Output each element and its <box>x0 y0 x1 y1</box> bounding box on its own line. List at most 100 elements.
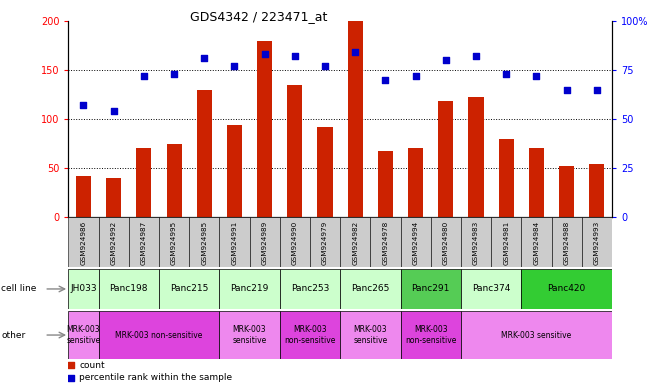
Text: GSM924994: GSM924994 <box>413 221 419 265</box>
Bar <box>280 217 310 267</box>
Bar <box>400 311 461 359</box>
Point <box>229 63 240 69</box>
Text: GSM924982: GSM924982 <box>352 221 358 265</box>
Bar <box>287 85 303 217</box>
Bar <box>129 217 159 267</box>
Text: GDS4342 / 223471_at: GDS4342 / 223471_at <box>190 10 327 23</box>
Text: GSM924987: GSM924987 <box>141 221 147 265</box>
Bar <box>68 217 98 267</box>
Text: GSM924979: GSM924979 <box>322 221 328 265</box>
Bar <box>219 269 280 309</box>
Text: GSM924992: GSM924992 <box>111 221 117 265</box>
Bar <box>318 127 333 217</box>
Bar <box>219 217 249 267</box>
Text: GSM924986: GSM924986 <box>81 221 87 265</box>
Bar <box>280 311 340 359</box>
Bar <box>68 311 98 359</box>
Bar <box>159 217 189 267</box>
Text: GSM924984: GSM924984 <box>533 221 540 265</box>
Bar <box>438 101 453 217</box>
Point <box>410 73 421 79</box>
Bar <box>249 217 280 267</box>
Text: GSM924978: GSM924978 <box>382 221 389 265</box>
Point <box>109 108 119 114</box>
Point <box>290 53 300 60</box>
Bar <box>280 269 340 309</box>
Text: percentile rank within the sample: percentile rank within the sample <box>79 373 232 382</box>
Text: Panc291: Panc291 <box>411 285 450 293</box>
Bar <box>491 217 521 267</box>
Point <box>531 73 542 79</box>
Text: GSM924991: GSM924991 <box>232 221 238 265</box>
Text: Panc420: Panc420 <box>547 285 586 293</box>
Bar <box>499 139 514 217</box>
Text: count: count <box>79 361 105 370</box>
Bar <box>98 217 129 267</box>
Text: GSM924993: GSM924993 <box>594 221 600 265</box>
Point <box>350 50 361 56</box>
Text: MRK-003
sensitive: MRK-003 sensitive <box>232 325 267 345</box>
Bar <box>370 217 400 267</box>
Point <box>320 63 330 69</box>
Point <box>139 73 149 79</box>
Bar <box>136 149 152 217</box>
Bar <box>408 149 423 217</box>
Text: GSM924995: GSM924995 <box>171 221 177 265</box>
Point <box>380 77 391 83</box>
Text: MRK-003 non-sensitive: MRK-003 non-sensitive <box>115 331 202 339</box>
Text: other: other <box>1 331 25 339</box>
Text: Panc253: Panc253 <box>291 285 329 293</box>
Point <box>592 87 602 93</box>
Bar <box>340 311 400 359</box>
Bar <box>582 217 612 267</box>
Bar <box>461 311 612 359</box>
Text: MRK-003
non-sensitive: MRK-003 non-sensitive <box>405 325 456 345</box>
Point <box>501 71 512 77</box>
Text: GSM924980: GSM924980 <box>443 221 449 265</box>
Text: MRK-003
sensitive: MRK-003 sensitive <box>66 325 101 345</box>
Bar <box>197 90 212 217</box>
Bar <box>68 269 98 309</box>
Bar <box>76 176 91 217</box>
Point <box>471 53 481 60</box>
Point <box>199 55 210 61</box>
Text: GSM924985: GSM924985 <box>201 221 207 265</box>
Bar <box>400 217 431 267</box>
Bar <box>98 269 159 309</box>
Point <box>224 216 234 222</box>
Bar <box>257 41 272 217</box>
Bar <box>340 269 400 309</box>
Text: Panc374: Panc374 <box>472 285 510 293</box>
Bar <box>227 125 242 217</box>
Bar <box>461 217 491 267</box>
Text: cell line: cell line <box>1 285 36 293</box>
Text: MRK-003
sensitive: MRK-003 sensitive <box>353 325 387 345</box>
Point <box>561 87 572 93</box>
Bar <box>431 217 461 267</box>
Bar <box>348 21 363 217</box>
Text: GSM924981: GSM924981 <box>503 221 509 265</box>
Bar <box>219 311 280 359</box>
Point <box>224 328 234 334</box>
Bar <box>521 217 551 267</box>
Point <box>169 71 179 77</box>
Text: GSM924983: GSM924983 <box>473 221 479 265</box>
Bar <box>521 269 612 309</box>
Point <box>260 51 270 58</box>
Text: JH033: JH033 <box>70 285 97 293</box>
Bar <box>159 269 219 309</box>
Point <box>78 102 89 108</box>
Point <box>441 57 451 63</box>
Bar <box>378 151 393 217</box>
Text: Panc198: Panc198 <box>109 285 148 293</box>
Bar <box>167 144 182 217</box>
Bar <box>340 217 370 267</box>
Bar <box>551 217 582 267</box>
Text: MRK-003
non-sensitive: MRK-003 non-sensitive <box>284 325 336 345</box>
Bar <box>106 178 121 217</box>
Text: GSM924988: GSM924988 <box>564 221 570 265</box>
Text: GSM924989: GSM924989 <box>262 221 268 265</box>
Bar <box>559 166 574 217</box>
Bar <box>98 311 219 359</box>
Bar <box>469 98 484 217</box>
